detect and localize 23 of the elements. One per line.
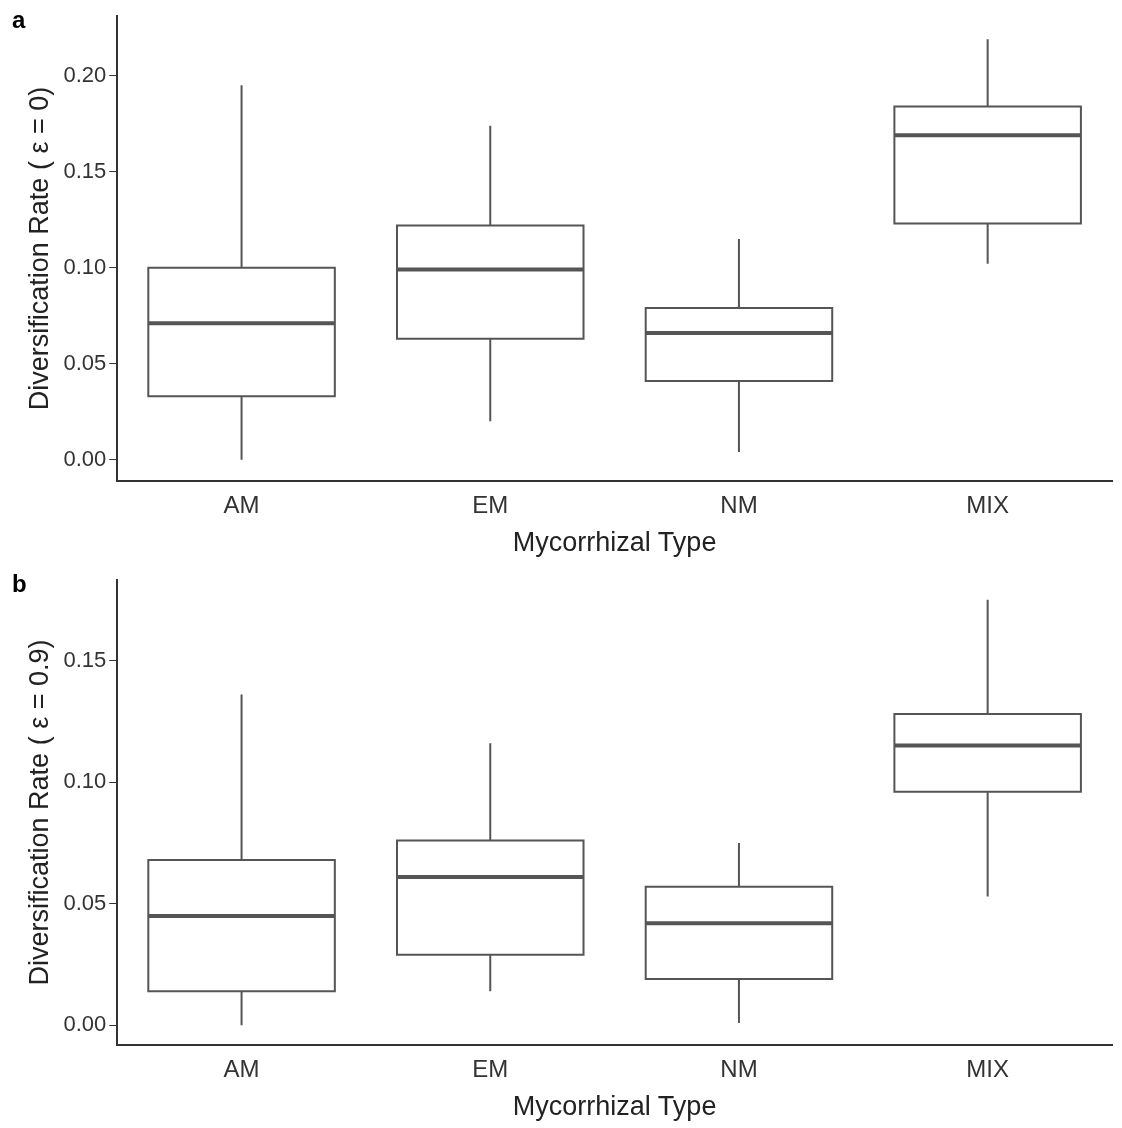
y-tick-label: 0.20 xyxy=(63,61,107,87)
y-tick-label: 0.10 xyxy=(63,768,107,794)
y-axis-title: Diversification Rate ( ε = 0.9) xyxy=(23,639,54,986)
x-tick-label: MIX xyxy=(966,490,1009,518)
y-axis-title: Diversification Rate ( ε = 0) xyxy=(23,86,54,411)
chart-title: b xyxy=(12,570,27,598)
y-tick-label: 0.15 xyxy=(63,157,107,183)
x-tick-label: EM xyxy=(472,1054,509,1082)
y-tick-label: 0.00 xyxy=(63,1011,107,1037)
x-tick-label: NM xyxy=(720,490,758,518)
x-tick-label: EM xyxy=(472,490,509,518)
x-axis-title: Mycorrhizal Type xyxy=(512,1091,717,1122)
x-axis-title: Mycorrhizal Type xyxy=(512,527,717,558)
y-tick-label: 0.15 xyxy=(63,646,107,672)
x-tick-label: MIX xyxy=(966,1054,1009,1082)
y-tick-label: 0.05 xyxy=(63,889,107,915)
y-tick-label: 0.05 xyxy=(63,349,107,375)
chart-title: a xyxy=(12,6,26,34)
x-tick-label: AM xyxy=(223,1054,260,1082)
x-tick-label: NM xyxy=(720,1054,758,1082)
y-tick-label: 0.10 xyxy=(63,253,107,279)
x-tick-label: AM xyxy=(223,490,260,518)
y-tick-label: 0.00 xyxy=(63,445,107,471)
